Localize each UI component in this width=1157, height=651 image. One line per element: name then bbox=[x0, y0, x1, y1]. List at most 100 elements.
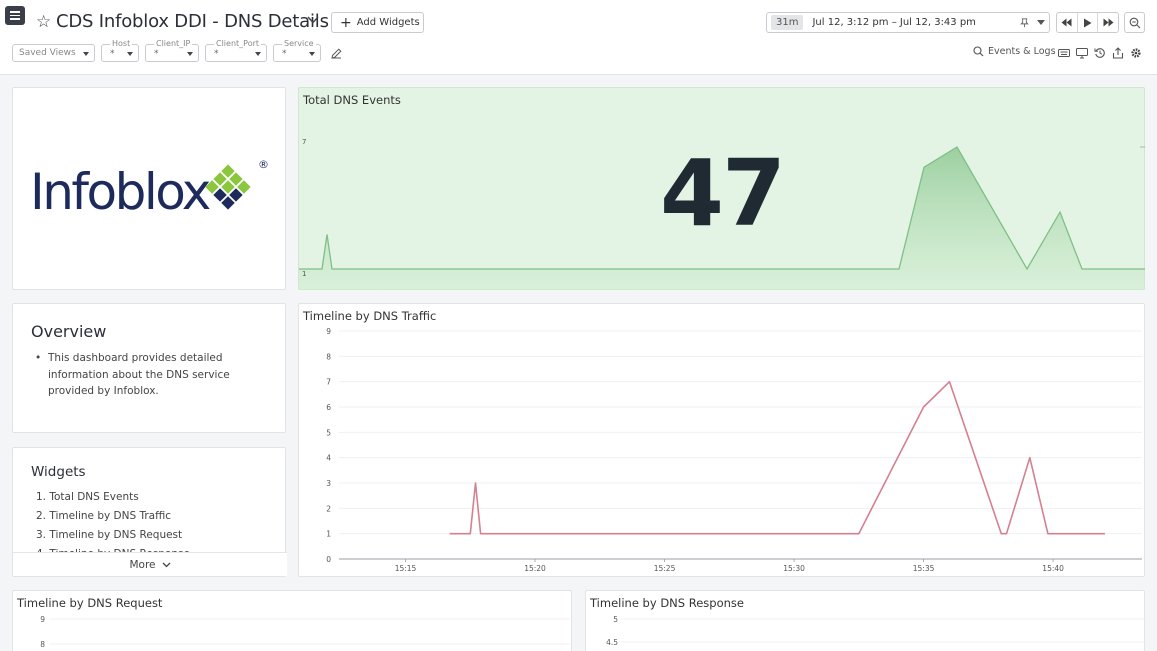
add-widgets-label: Add Widgets bbox=[356, 17, 420, 28]
variable-service[interactable]: Service * bbox=[273, 39, 321, 62]
widget-title: Timeline by DNS Response bbox=[590, 596, 744, 610]
x-tick-label: 15:35 bbox=[913, 564, 935, 573]
keyboard-icon[interactable] bbox=[1058, 47, 1070, 59]
total-events-value: 47 bbox=[659, 140, 786, 247]
fast-forward-icon bbox=[1103, 18, 1114, 27]
overview-title: Overview bbox=[31, 322, 107, 341]
y-tick-label: 4 bbox=[326, 454, 331, 463]
fast-forward-button[interactable] bbox=[1098, 13, 1118, 32]
sparkline-line bbox=[299, 146, 1145, 271]
y-tick-label: 8 bbox=[40, 640, 45, 649]
variable-value: * bbox=[110, 49, 115, 59]
list-item: 1. Total DNS Events bbox=[36, 491, 139, 503]
y-tick-label: 2 bbox=[326, 504, 331, 513]
zoom-out-icon bbox=[1129, 17, 1140, 28]
list-item: 4. Timeline by DNS Response bbox=[36, 548, 190, 554]
widget-title: Timeline by DNS Request bbox=[17, 596, 163, 610]
widget-title: Timeline by DNS Traffic bbox=[303, 309, 437, 323]
share-icon[interactable] bbox=[1112, 47, 1124, 59]
menu-button[interactable] bbox=[5, 6, 25, 25]
chevron-down-icon bbox=[127, 52, 133, 56]
dashboard-title: CDS Infoblox DDI - DNS Details bbox=[56, 11, 329, 32]
variable-label: Service bbox=[282, 39, 316, 48]
list-item: 3. Timeline by DNS Request bbox=[36, 529, 183, 541]
y-tick-label: 6 bbox=[326, 403, 331, 412]
y-tick-label: 9 bbox=[40, 615, 45, 624]
more-button[interactable]: More bbox=[13, 552, 287, 576]
y-tick-label: 4.5 bbox=[606, 638, 618, 647]
chevron-down-icon[interactable] bbox=[306, 13, 320, 27]
widget-title: Total DNS Events bbox=[303, 93, 401, 107]
variable-client-ip[interactable]: Client_IP * bbox=[145, 39, 199, 62]
search-icon bbox=[973, 46, 984, 57]
events-logs-button[interactable]: Events & Logs bbox=[973, 46, 1056, 57]
logo-text: Infoblox bbox=[30, 163, 210, 221]
rewind-button[interactable] bbox=[1057, 13, 1078, 32]
overview-text: This dashboard provides detailed informa… bbox=[35, 350, 275, 400]
time-controls bbox=[1056, 12, 1119, 33]
chevron-down-icon bbox=[83, 52, 89, 56]
variable-label: Host bbox=[110, 39, 133, 48]
time-picker[interactable]: 31m Jul 12, 3:12 pm – Jul 12, 3:43 pm bbox=[766, 12, 1050, 33]
dashboard-header: ☆ CDS Infoblox DDI - DNS Details + Add W… bbox=[0, 0, 1157, 75]
history-icon[interactable] bbox=[1094, 47, 1106, 59]
variable-label: Client_IP bbox=[154, 39, 193, 48]
series-line bbox=[449, 380, 1105, 535]
y-tick-label: 9 bbox=[326, 327, 331, 336]
add-widgets-button[interactable]: + Add Widgets bbox=[331, 12, 424, 33]
chevron-down-icon bbox=[309, 52, 315, 56]
chevron-down-icon bbox=[255, 52, 261, 56]
x-tick-label: 15:25 bbox=[654, 564, 676, 573]
play-button[interactable] bbox=[1078, 13, 1099, 32]
variable-client-port[interactable]: Client_Port * bbox=[205, 39, 267, 62]
y-tick-label: 1 bbox=[326, 530, 331, 539]
registered-mark: ® bbox=[258, 158, 269, 171]
y-tick-label: 5 bbox=[613, 615, 618, 624]
pin-icon[interactable] bbox=[1019, 17, 1030, 28]
events-logs-label: Events & Logs bbox=[988, 46, 1056, 57]
y-tick-label: 0 bbox=[326, 555, 331, 564]
time-span-badge: 31m bbox=[771, 15, 804, 30]
widgets-list-widget: Widgets 1. Total DNS Events 2. Timeline … bbox=[12, 447, 287, 577]
gear-icon[interactable] bbox=[1130, 47, 1142, 59]
chevron-down-icon bbox=[162, 562, 170, 567]
y-tick-label: 8 bbox=[326, 352, 331, 361]
rewind-icon bbox=[1061, 18, 1072, 27]
x-tick-label: 15:15 bbox=[395, 564, 417, 573]
variable-label: Client_Port bbox=[214, 39, 262, 48]
chevron-down-icon[interactable] bbox=[1037, 19, 1046, 27]
saved-views-label: Saved Views bbox=[19, 48, 76, 58]
variable-host[interactable]: Host * bbox=[101, 39, 139, 62]
y-tick-label: 1 bbox=[302, 270, 306, 278]
timeline-dns-traffic-widget[interactable]: Timeline by DNS Traffic 0 1 2 3 4 5 6 7 8 9 15:15 1… bbox=[298, 303, 1145, 577]
logo-widget: Infoblox ® bbox=[12, 87, 286, 290]
dns-request-chart: 98 bbox=[40, 615, 572, 649]
monitor-icon[interactable] bbox=[1076, 47, 1088, 59]
widgets-title: Widgets bbox=[31, 464, 86, 480]
list-item: 2. Timeline by DNS Traffic bbox=[36, 510, 172, 522]
variable-value: * bbox=[214, 49, 219, 59]
dns-traffic-chart: 0 1 2 3 4 5 6 7 8 9 15:15 15:20 15:25 15:30 15:35 15:40 bbox=[326, 327, 1142, 573]
y-tick-label: 7 bbox=[302, 138, 306, 146]
y-tick-label: 5 bbox=[326, 428, 331, 437]
chevron-down-icon bbox=[187, 52, 193, 56]
x-tick-label: 15:20 bbox=[524, 564, 546, 573]
plus-icon: + bbox=[340, 14, 352, 31]
zoom-out-button[interactable] bbox=[1124, 12, 1145, 33]
more-label: More bbox=[129, 558, 156, 571]
saved-views-dropdown[interactable]: Saved Views bbox=[12, 44, 95, 62]
x-tick-label: 15:40 bbox=[1042, 564, 1064, 573]
time-range-text: Jul 12, 3:12 pm – Jul 12, 3:43 pm bbox=[812, 17, 976, 28]
pencil-icon[interactable] bbox=[330, 47, 343, 60]
x-tick-label: 15:30 bbox=[783, 564, 805, 573]
widgets-list: 1. Total DNS Events 2. Timeline by DNS T… bbox=[36, 488, 190, 554]
total-events-sparkline: 71 bbox=[299, 138, 1145, 290]
dns-response-chart: 54.5 bbox=[606, 615, 1145, 647]
y-tick-label: 7 bbox=[326, 378, 331, 387]
timeline-dns-response-widget[interactable]: Timeline by DNS Response 5 4.5 bbox=[585, 590, 1145, 651]
star-icon[interactable]: ☆ bbox=[36, 12, 52, 32]
sparkline-area bbox=[299, 147, 1145, 290]
y-tick-label: 3 bbox=[326, 479, 331, 488]
